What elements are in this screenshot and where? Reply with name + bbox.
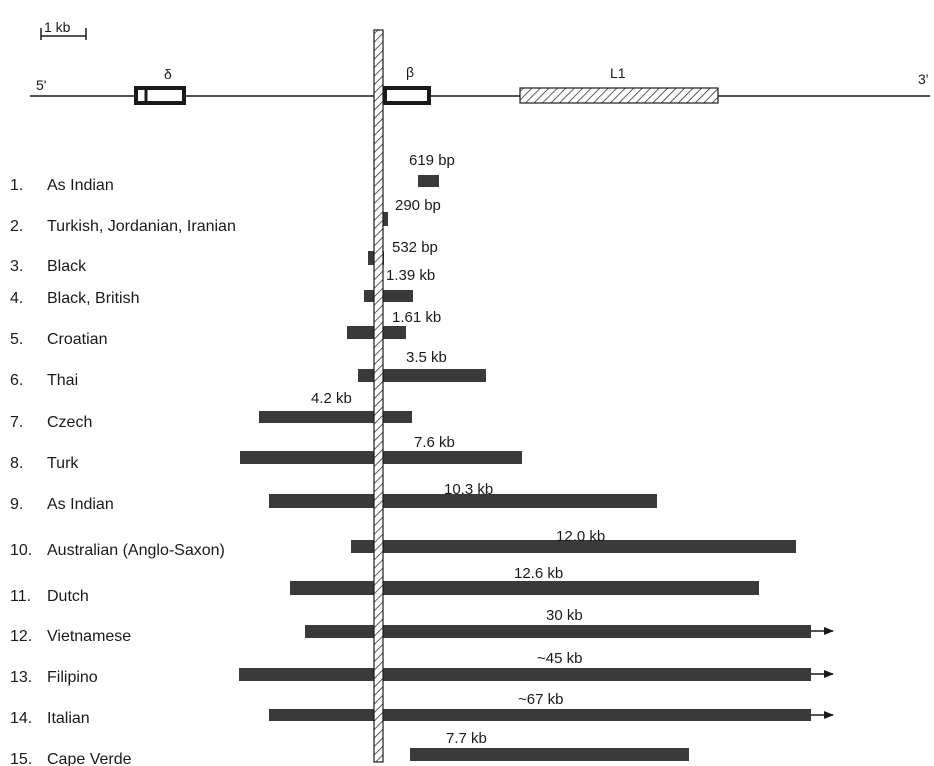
- deletion-size-label: 1.39 kb: [386, 267, 435, 284]
- delta-gene: δ: [134, 66, 186, 105]
- beta-position-marker: [373, 29, 384, 763]
- deletion-size-label: 12.6 kb: [514, 565, 563, 582]
- population-label: Dutch: [47, 588, 89, 605]
- row-number: 9.: [10, 496, 23, 513]
- scale-bar: 1 kb: [40, 19, 87, 40]
- gene-map: 5' 3' δ β L1: [30, 64, 930, 105]
- deletion-bar: [269, 494, 657, 508]
- deletion-size-label: 12.0 kb: [556, 528, 605, 545]
- deletion-row-11: 11. Dutch 12.6 kb: [10, 565, 759, 605]
- row-number: 5.: [10, 331, 23, 348]
- deletion-row-1: 1. As Indian 619 bp: [10, 152, 455, 194]
- deletion-size-label: 619 bp: [409, 152, 455, 169]
- five-prime-label: 5': [36, 77, 46, 93]
- row-number: 4.: [10, 290, 23, 307]
- deletion-size-label: 532 bp: [392, 239, 438, 256]
- deletion-bar: [239, 668, 811, 681]
- deletion-bar: [305, 625, 811, 638]
- deletion-row-14: 14. Italian ~67 kb: [10, 691, 834, 727]
- deletion-size-label: 7.7 kb: [446, 730, 487, 747]
- deletion-bar: [290, 581, 759, 595]
- scale-bar-label: 1 kb: [44, 19, 71, 35]
- deletion-row-2: 2. Turkish, Jordanian, Iranian 290 bp: [10, 197, 441, 235]
- population-label: Thai: [47, 372, 78, 389]
- deletion-row-8: 8. Turk 7.6 kb: [10, 434, 522, 472]
- deletion-size-label: 7.6 kb: [414, 434, 455, 451]
- population-label: Czech: [47, 414, 92, 431]
- row-number: 1.: [10, 177, 23, 194]
- population-label: Vietnamese: [47, 628, 131, 645]
- deletion-row-13: 13. Filipino ~45 kb: [10, 650, 834, 686]
- beta-gene: β: [383, 64, 431, 105]
- population-label: Filipino: [47, 669, 98, 686]
- population-label: Croatian: [47, 331, 107, 348]
- row-number: 2.: [10, 218, 23, 235]
- row-number: 12.: [10, 628, 32, 645]
- l1-element-label: L1: [610, 65, 626, 81]
- deletion-row-10: 10. Australian (Anglo-Saxon) 12.0 kb: [10, 528, 796, 559]
- population-label: Italian: [47, 710, 90, 727]
- deletion-bar: [364, 290, 413, 302]
- row-number: 3.: [10, 258, 23, 275]
- row-number: 10.: [10, 542, 32, 559]
- deletion-size-label: 290 bp: [395, 197, 441, 214]
- deletion-bar: [358, 369, 486, 382]
- deletion-size-label: 10.3 kb: [444, 481, 493, 498]
- deletion-size-label: 30 kb: [546, 607, 583, 624]
- three-prime-label: 3': [918, 71, 928, 87]
- row-number: 8.: [10, 455, 23, 472]
- population-label: Cape Verde: [47, 751, 132, 766]
- deletion-row-7: 7. Czech 4.2 kb: [10, 390, 412, 431]
- population-label: Black, British: [47, 290, 139, 307]
- row-number: 7.: [10, 414, 23, 431]
- beta-gene-label: β: [406, 64, 414, 80]
- deletion-size-label: 4.2 kb: [311, 390, 352, 407]
- deletion-size-label: ~67 kb: [518, 691, 563, 708]
- deletion-row-12: 12. Vietnamese 30 kb: [10, 607, 834, 645]
- population-label: Black: [47, 258, 87, 275]
- deletion-bar: [418, 175, 439, 187]
- population-label: Turk: [47, 455, 79, 472]
- population-label: As Indian: [47, 177, 114, 194]
- deletion-row-6: 6. Thai 3.5 kb: [10, 349, 486, 389]
- deletion-bar: [259, 411, 412, 423]
- row-number: 13.: [10, 669, 32, 686]
- deletion-bar: [410, 748, 689, 761]
- deletion-bar: [351, 540, 796, 553]
- population-label: Turkish, Jordanian, Iranian: [47, 218, 236, 235]
- deletion-size-label: ~45 kb: [537, 650, 582, 667]
- delta-gene-label: δ: [164, 66, 172, 82]
- deletion-row-9: 9. As Indian 10.3 kb: [10, 481, 657, 513]
- l1-element: L1: [519, 65, 719, 104]
- row-number: 6.: [10, 372, 23, 389]
- row-number: 14.: [10, 710, 32, 727]
- row-number: 11.: [10, 588, 31, 605]
- deletion-rows: 1. As Indian 619 bp 2. Turkish, Jordania…: [10, 152, 834, 766]
- deletion-size-label: 1.61 kb: [392, 309, 441, 326]
- population-label: Australian (Anglo-Saxon): [47, 542, 225, 559]
- row-number: 15.: [10, 751, 32, 766]
- deletion-size-label: 3.5 kb: [406, 349, 447, 366]
- deletion-bar: [269, 709, 811, 721]
- population-label: As Indian: [47, 496, 114, 513]
- deletion-row-15: 15. Cape Verde 7.7 kb: [10, 730, 689, 766]
